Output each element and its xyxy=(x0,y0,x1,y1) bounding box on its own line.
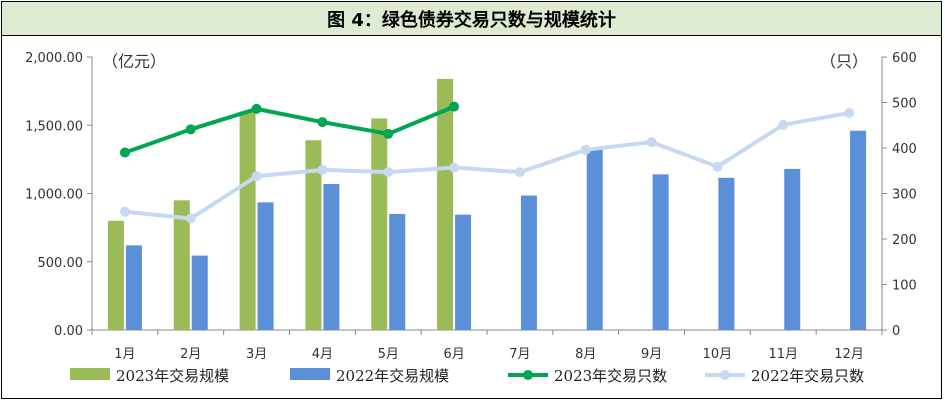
bar-2022-volume xyxy=(850,130,867,330)
point-2022-count xyxy=(383,167,394,178)
point-2023-count xyxy=(317,117,328,128)
left-tick-label: 1,500.00 xyxy=(25,119,83,134)
left-tick-label: 1,000.00 xyxy=(25,188,83,203)
bar-2023-volume xyxy=(239,111,256,330)
bar-2023-volume xyxy=(107,220,124,330)
x-tick-label: 1月 xyxy=(114,347,135,362)
right-tick-label: 500 xyxy=(892,97,917,112)
point-2022-count xyxy=(580,144,591,155)
bar-2022-volume xyxy=(191,255,208,330)
legend-swatch-2022-volume xyxy=(290,368,330,380)
point-2022-count xyxy=(646,137,657,148)
x-tick-label: 10月 xyxy=(703,347,733,362)
line-2023-count xyxy=(124,104,455,155)
right-tick-label: 300 xyxy=(892,188,917,203)
left-tick-label: 2,000.00 xyxy=(25,51,83,66)
legend-marker-2022-count xyxy=(720,370,730,380)
bar-2022-volume xyxy=(520,195,537,330)
x-tick-label: 11月 xyxy=(768,347,798,362)
legend-label-2022-count: 2022年交易只数 xyxy=(751,367,864,385)
x-tick-label: 3月 xyxy=(246,347,267,362)
legend-swatch-2023-volume xyxy=(70,368,110,380)
point-2023-count xyxy=(119,147,130,158)
point-2022-count xyxy=(449,162,460,173)
x-tick-label: 8月 xyxy=(575,347,596,362)
point-2023-count xyxy=(383,128,394,139)
x-tick-label: 12月 xyxy=(834,347,864,362)
legend-label-2023-count: 2023年交易只数 xyxy=(554,367,667,385)
right-tick-label: 0 xyxy=(892,324,900,339)
right-tick-label: 400 xyxy=(892,142,917,157)
bar-2023-volume xyxy=(437,78,454,330)
right-tick-label: 100 xyxy=(892,279,917,294)
bar-2023-volume xyxy=(305,140,322,330)
x-tick-label: 5月 xyxy=(378,347,399,362)
left-unit-label: （亿元） xyxy=(102,52,166,71)
bar-2023-volume xyxy=(173,200,190,330)
legend-label-2023-volume: 2023年交易规模 xyxy=(116,367,229,385)
legend-marker-2023-count xyxy=(523,370,533,380)
line-2022-count xyxy=(124,110,850,221)
bar-2022-volume xyxy=(586,148,603,330)
point-2022-count xyxy=(185,213,196,224)
right-unit-label: （只） xyxy=(820,52,868,71)
left-tick-label: 500.00 xyxy=(38,256,84,271)
point-2022-count xyxy=(778,119,789,130)
x-tick-label: 9月 xyxy=(641,347,662,362)
x-tick-label: 4月 xyxy=(312,347,333,362)
point-2022-count xyxy=(317,164,328,175)
bar-2022-volume xyxy=(125,245,142,330)
bar-2023-volume xyxy=(371,118,388,330)
x-tick-label: 7月 xyxy=(509,347,530,362)
bar-2022-volume xyxy=(323,183,340,330)
bar-2022-volume xyxy=(784,168,801,330)
point-2022-count xyxy=(844,107,855,118)
right-tick-label: 600 xyxy=(892,51,917,66)
chart-title: 图 4：绿色债券交易只数与规模统计 xyxy=(2,2,941,36)
bar-2022-volume xyxy=(718,177,735,330)
bar-2022-volume xyxy=(455,214,472,330)
x-tick-label: 6月 xyxy=(443,347,464,362)
point-2023-count xyxy=(449,101,460,112)
bar-2022-volume xyxy=(389,213,406,330)
left-tick-label: 0.00 xyxy=(54,324,83,339)
point-2022-count xyxy=(514,167,525,178)
x-tick-label: 2月 xyxy=(180,347,201,362)
point-2022-count xyxy=(251,171,262,182)
legend-label-2022-volume: 2022年交易规模 xyxy=(336,367,449,385)
point-2023-count xyxy=(185,124,196,135)
point-2023-count xyxy=(251,103,262,114)
right-tick-label: 200 xyxy=(892,233,917,248)
point-2022-count xyxy=(119,206,130,217)
bar-2022-volume xyxy=(652,174,669,330)
bar-2022-volume xyxy=(257,202,274,330)
point-2022-count xyxy=(712,161,723,172)
